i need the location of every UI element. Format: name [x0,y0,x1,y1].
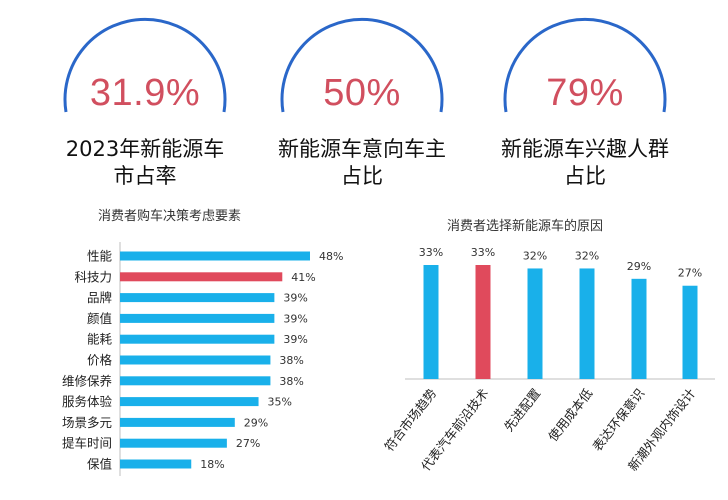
hbar-value-label: 48% [319,250,343,263]
kpi-label-line: 新能源车兴趣人群 [501,137,669,161]
hbar-value-label: 39% [283,333,307,346]
hbar-value-label: 39% [283,292,307,305]
vbar-bar [423,265,439,379]
hbar-category-label: 保值 [87,457,112,472]
hbar-category-label: 品牌 [87,290,112,305]
vbar-bar [527,268,543,379]
kpi-value-intent-owners: 50% [323,72,401,114]
vbar-value-label: 33% [419,246,443,259]
hbar-bar [120,293,275,303]
hbar-bar [120,417,235,427]
vbar-value-label: 29% [627,260,651,273]
hbar-value-label: 18% [200,458,224,471]
kpi-arc-2 [280,17,444,113]
hbar-bar [120,334,275,344]
hbar-value-label: 38% [279,354,303,367]
vbar-chart: 33%符合市场趋势33%代表汽车前沿技术32%先进配置32%使用成本低29%表达… [381,246,715,474]
vbar-bar [475,265,491,379]
hbar-category-label: 场景多元 [62,415,112,430]
hbar-chart: 性能 48% 科技力 41% 品牌 39% 颜值 39% 能耗 39% 价格 38% 维修保养 38% 服务… [62,242,343,476]
hbar-chart-title: 消费者购车决策考虑要素 [98,209,242,224]
vbar-bar [631,278,647,379]
kpi-label-intent-owners: 新能源车意向车主 占比 [247,136,477,190]
hbar-value-label: 41% [291,271,315,284]
vbar-category-label: 使用成本低 [545,385,596,444]
hbar-value-label: 27% [236,437,260,450]
vbar-bar [579,268,595,379]
hbar-value-label: 35% [268,396,292,409]
vbar-category-label: 先进配置 [501,386,544,435]
hbar-bar [120,376,271,386]
hbar-value-label: 39% [283,312,307,325]
kpi-label-interest-group: 新能源车兴趣人群 占比 [470,136,700,190]
kpi-arc-1 [63,17,227,113]
hbar-category-label: 颜值 [87,311,112,326]
vbar-bar [682,285,698,379]
kpi-label-line: 市占率 [113,164,177,188]
hbar-category-label: 能耗 [87,332,113,347]
kpi-arc-3 [503,17,667,113]
hbar-category-label: 维修保养 [62,373,112,388]
vbar-category-label: 符合市场趋势 [381,385,439,454]
vbar-value-label: 33% [471,246,495,259]
hbar-bar [120,438,227,448]
hbar-category-label: 科技力 [74,269,112,284]
vbar-value-label: 32% [575,249,599,262]
hbar-value-label: 29% [244,416,268,429]
hbar-bar [120,313,275,323]
kpi-value-interest-group: 79% [546,72,624,114]
kpi-label-line: 占比 [341,164,383,188]
vbar-chart-title: 消费者选择新能源车的原因 [447,219,604,234]
hbar-bar [120,355,271,365]
hbar-category-label: 服务体验 [62,394,113,409]
kpi-label-market-share: 2023年新能源车 市占率 [30,136,260,190]
hbar-bar [120,397,259,407]
vbar-value-label: 27% [678,267,702,280]
hbar-bar [120,459,192,469]
kpi-label-line: 2023年新能源车 [65,137,225,161]
hbar-category-label: 提车时间 [62,436,112,451]
kpi-label-line: 新能源车意向车主 [278,137,446,161]
hbar-category-label: 性能 [87,249,113,264]
hbar-bar [120,251,310,261]
vbar-value-label: 32% [523,249,547,262]
hbar-value-label: 38% [279,375,303,388]
hbar-bar [120,272,283,282]
kpi-value-market-share: 31.9% [89,72,201,114]
vbar-category-label: 表达环保意识 [589,386,647,454]
kpi-label-line: 占比 [564,164,606,188]
hbar-category-label: 价格 [87,353,113,368]
